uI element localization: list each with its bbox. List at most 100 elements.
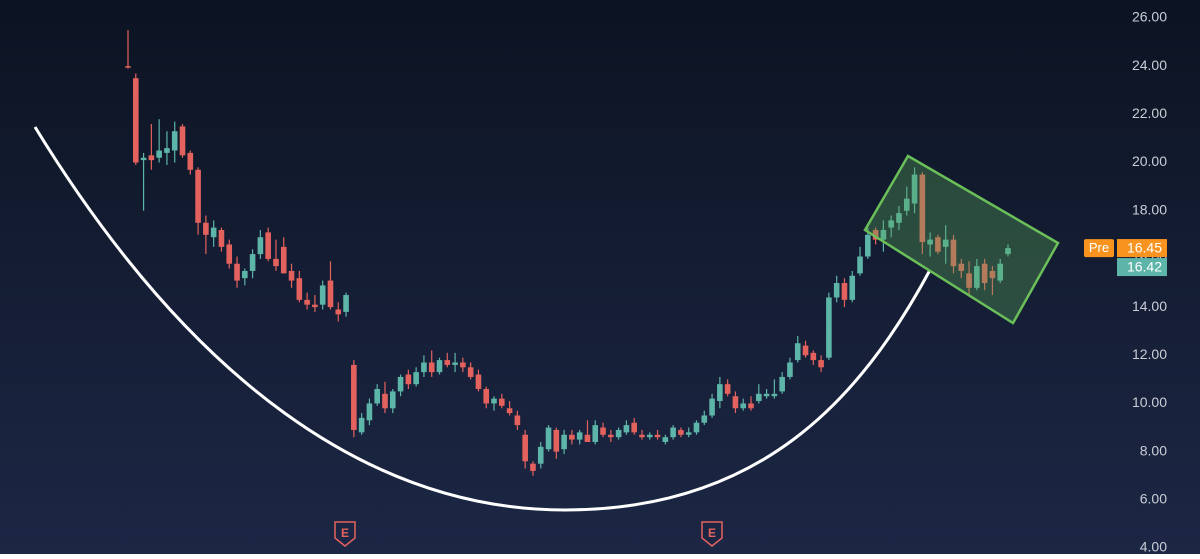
candle-body	[849, 275, 856, 300]
candle-body	[896, 213, 902, 223]
candle-body	[179, 126, 186, 156]
candle-body	[755, 393, 762, 402]
candle-body	[748, 403, 754, 409]
candle-body	[164, 148, 170, 153]
candle-body	[771, 393, 778, 397]
candle-body	[203, 222, 209, 235]
candle-body	[966, 273, 972, 288]
candle-body	[304, 299, 310, 305]
candle-body	[171, 131, 178, 151]
y-tick-label: 24.00	[1132, 57, 1167, 73]
candle-body	[249, 254, 256, 271]
candle-body	[374, 389, 381, 404]
candle-body	[981, 263, 988, 283]
candle-body	[499, 398, 505, 406]
candle-body	[428, 362, 435, 373]
candle-body	[312, 304, 318, 308]
candle-body	[958, 263, 965, 271]
candle-body	[506, 408, 513, 414]
candle-body	[405, 374, 412, 385]
candle-body	[646, 434, 653, 438]
candle-body	[833, 283, 840, 298]
candle-body	[148, 155, 155, 161]
last-price-bg	[1117, 258, 1167, 277]
candle-body	[366, 403, 373, 421]
candle-body	[280, 246, 287, 274]
candle-body	[351, 364, 357, 430]
y-tick-label: 26.00	[1132, 9, 1167, 25]
candle-body	[623, 425, 630, 433]
candle-body	[195, 169, 201, 223]
candle-body	[140, 157, 147, 161]
y-tick-label: 22.00	[1132, 105, 1167, 121]
candle-body	[732, 396, 739, 409]
candle-body	[592, 425, 599, 442]
candle-body	[841, 283, 848, 300]
candle-body	[678, 429, 684, 435]
candle-body	[685, 432, 692, 435]
candle-body	[257, 237, 264, 255]
candle-body	[553, 429, 560, 452]
candle-body	[537, 446, 544, 464]
y-tick-label: 14.00	[1132, 298, 1167, 314]
candle-body	[818, 360, 824, 368]
candle-body	[530, 463, 536, 471]
candle-body	[903, 198, 910, 211]
candle-body	[919, 174, 926, 243]
candle-body	[576, 432, 583, 440]
candle-body	[296, 278, 303, 300]
candle-body	[382, 393, 388, 409]
candle-body	[335, 309, 342, 315]
candle-body	[654, 434, 661, 438]
candle-body	[467, 367, 474, 377]
candle-body	[389, 391, 396, 409]
pre-price-bg	[1117, 239, 1167, 258]
candle-body	[187, 152, 194, 170]
candle-body	[927, 239, 933, 245]
y-tick-label: 8.00	[1140, 442, 1167, 458]
candle-body	[421, 362, 427, 373]
y-tick-label: 4.00	[1140, 539, 1167, 554]
candle-body	[545, 427, 552, 450]
candle-body	[787, 362, 793, 377]
candle-body	[701, 415, 708, 423]
candle-body	[779, 376, 785, 392]
candle-body	[265, 232, 271, 259]
candle-body	[242, 270, 248, 279]
candle-body	[483, 389, 490, 404]
y-tick-label: 12.00	[1132, 346, 1167, 362]
candle-body	[810, 352, 817, 361]
candle-body	[343, 295, 349, 312]
candle-body	[872, 230, 879, 240]
pre-tag-bg	[1084, 239, 1114, 258]
candle-body	[327, 280, 334, 308]
candle-body	[709, 398, 715, 416]
candle-body	[974, 266, 980, 288]
earnings-badge	[334, 521, 356, 547]
earnings-label: E	[341, 526, 349, 540]
cup-curve	[33, 126, 932, 512]
candle-body	[631, 422, 637, 433]
candle-body	[569, 434, 575, 440]
candle-body	[491, 398, 497, 404]
y-tick-label: 20.00	[1132, 153, 1167, 169]
earnings-badge	[701, 521, 723, 547]
candle-body	[865, 234, 871, 257]
y-tick-label: 10.00	[1132, 394, 1167, 410]
candle-body	[444, 360, 451, 365]
candle-body	[475, 374, 482, 389]
candle-body	[319, 285, 326, 305]
last-price: 16.42	[1127, 258, 1162, 274]
candle-body	[273, 258, 279, 267]
candle-body	[935, 237, 941, 252]
candle-body	[802, 345, 809, 356]
candle-body	[1005, 248, 1011, 255]
candle-body	[561, 434, 567, 450]
candle-body	[218, 230, 225, 247]
candle-body	[600, 427, 606, 435]
candle-body	[740, 403, 747, 409]
candle-body	[888, 220, 894, 228]
candle-body	[693, 422, 700, 433]
